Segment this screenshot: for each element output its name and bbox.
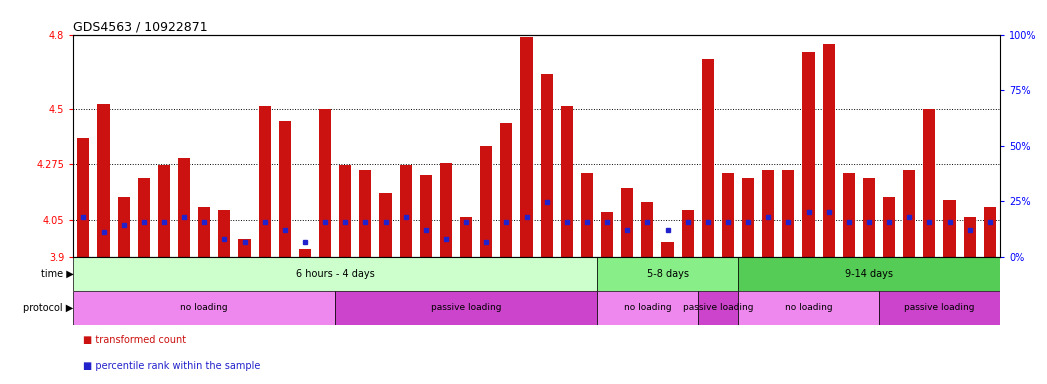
Bar [943,200,956,257]
Bar [561,106,573,257]
Bar [642,202,653,257]
Text: no loading: no loading [784,303,832,313]
Text: no loading: no loading [624,303,671,313]
Bar [339,166,352,257]
Bar [259,106,271,257]
Bar [662,242,673,257]
Bar [597,291,697,325]
Bar [279,121,291,257]
Bar [963,217,976,257]
Text: ■ percentile rank within the sample: ■ percentile rank within the sample [83,361,260,371]
Bar [738,257,1000,291]
Bar [520,37,533,257]
Bar [138,178,150,257]
Bar [158,166,170,257]
Bar [319,109,331,257]
Bar [597,257,738,291]
Text: 5-8 days: 5-8 days [646,269,689,279]
Bar [178,158,191,257]
Text: no loading: no loading [180,303,228,313]
Bar [198,207,210,257]
Text: protocol ▶: protocol ▶ [23,303,73,313]
Bar [117,197,130,257]
Bar [923,109,935,257]
Bar [581,173,593,257]
Text: ■ transformed count: ■ transformed count [83,336,185,346]
Bar [879,291,1000,325]
Bar [440,163,452,257]
Bar [97,104,110,257]
Text: GDS4563 / 10922871: GDS4563 / 10922871 [73,20,208,33]
Text: passive loading: passive loading [905,303,975,313]
Bar [802,52,815,257]
Bar [359,170,372,257]
Bar [701,59,714,257]
Text: passive loading: passive loading [683,303,753,313]
Text: 6 hours - 4 days: 6 hours - 4 days [296,269,375,279]
Bar [782,170,795,257]
Bar [460,217,472,257]
Bar [73,291,335,325]
Text: passive loading: passive loading [430,303,502,313]
Bar [863,178,875,257]
Bar [77,138,89,257]
Bar [500,123,512,257]
Bar [298,249,311,257]
Bar [984,207,996,257]
Bar [843,173,854,257]
Bar [239,240,250,257]
Bar [682,210,694,257]
Bar [420,175,431,257]
Bar [883,197,895,257]
Bar [540,74,553,257]
Text: 9-14 days: 9-14 days [845,269,893,279]
Bar [904,170,915,257]
Bar [762,170,775,257]
Bar [481,146,492,257]
Bar [219,210,230,257]
Bar [738,291,879,325]
Bar [335,291,597,325]
Text: time ▶: time ▶ [41,269,73,279]
Bar [742,178,754,257]
Bar [697,291,738,325]
Bar [722,173,734,257]
Bar [621,188,633,257]
Bar [379,192,392,257]
Bar [73,257,597,291]
Bar [400,166,411,257]
Bar [601,212,614,257]
Bar [823,45,834,257]
